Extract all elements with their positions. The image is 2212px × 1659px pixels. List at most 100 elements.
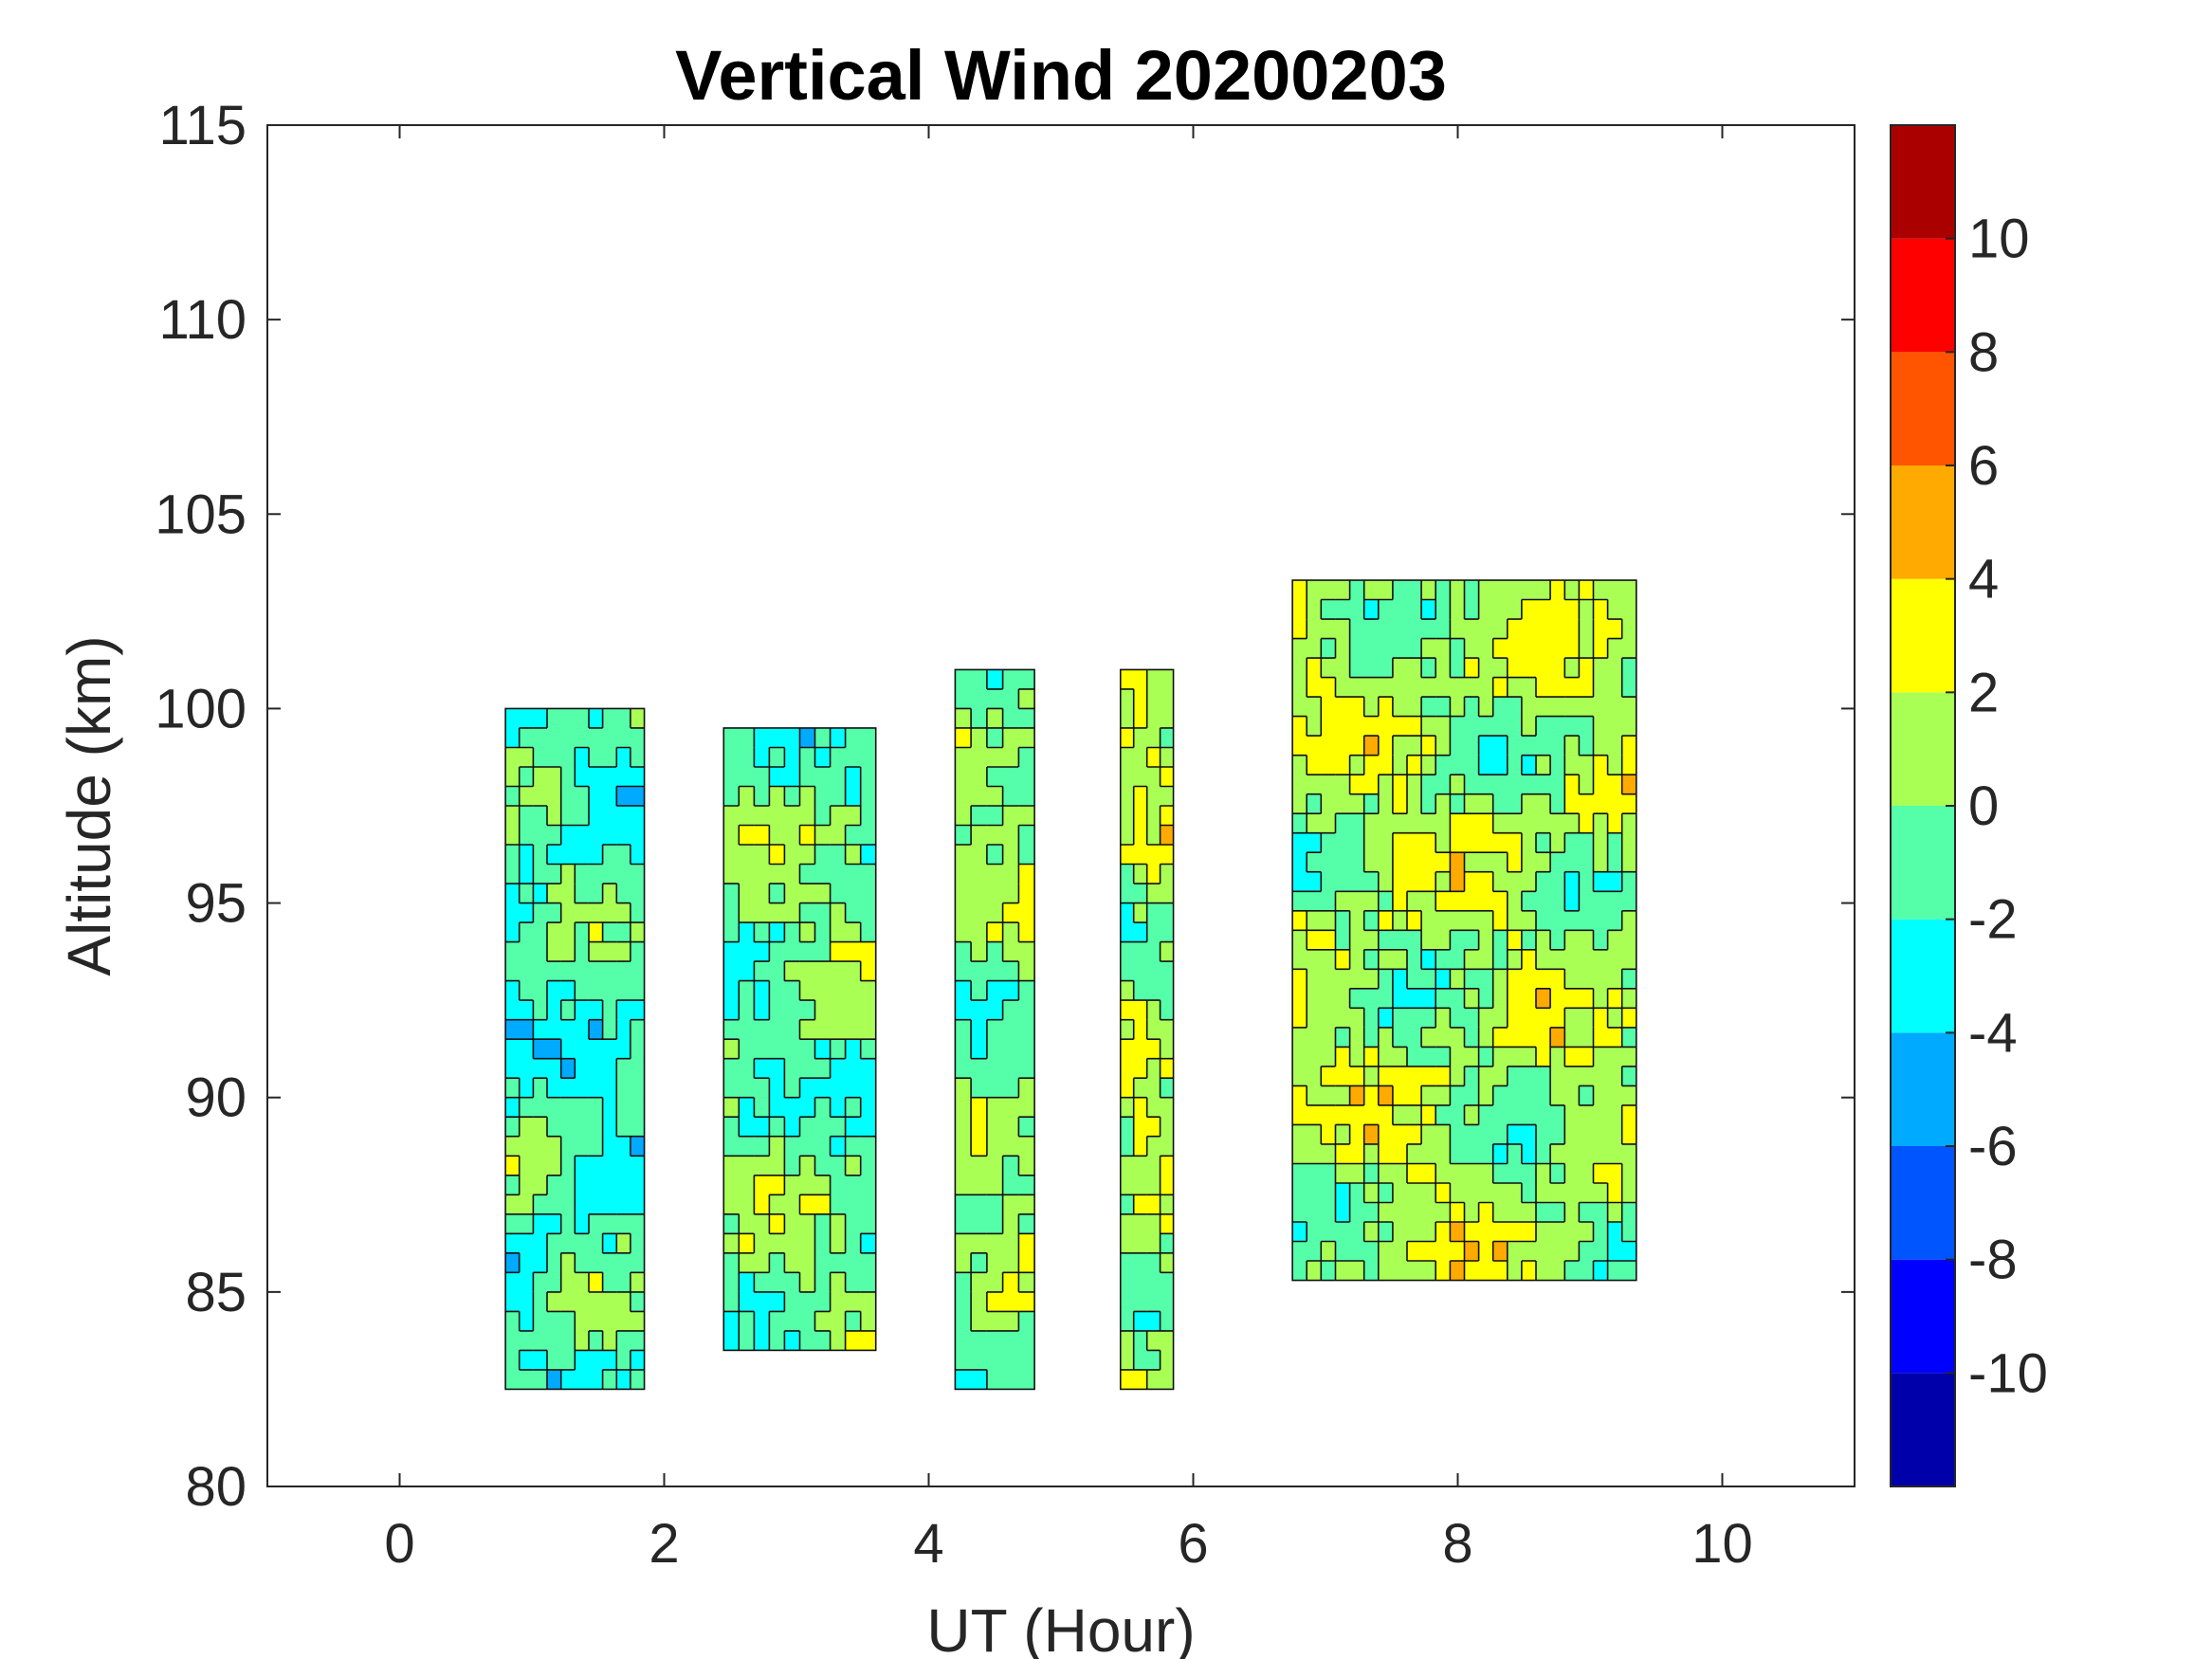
y-tick-label: 90 <box>185 1067 247 1129</box>
contour-cell <box>630 1369 646 1390</box>
contour-cell <box>723 922 740 943</box>
contour-cell <box>547 708 562 729</box>
contour-cell <box>986 1136 1004 1157</box>
contour-cell <box>1407 891 1422 912</box>
contour-cell <box>971 1117 988 1138</box>
contour-cell <box>1307 832 1322 853</box>
contour-cell <box>845 727 862 748</box>
contour-cell <box>955 1039 972 1060</box>
contour-cell <box>1607 1222 1623 1243</box>
contour-cell <box>589 806 604 827</box>
contour-cell <box>1593 1222 1609 1243</box>
contour-cell <box>784 1291 800 1312</box>
contour-cell <box>1392 755 1408 775</box>
contour-cell <box>1593 619 1609 640</box>
contour-cell <box>1133 727 1148 748</box>
contour-cell <box>1421 1124 1436 1145</box>
contour-cell <box>1478 755 1494 775</box>
contour-cell <box>1478 852 1494 873</box>
contour-cell <box>1521 677 1537 698</box>
contour-cell <box>1363 1104 1380 1125</box>
contour-cell <box>1492 852 1508 873</box>
contour-cell <box>845 1039 862 1060</box>
colorbar-swatch <box>1891 1032 1955 1146</box>
contour-cell <box>519 1291 534 1312</box>
contour-cell <box>505 1097 521 1118</box>
contour-cell <box>784 1019 800 1040</box>
contour-cell <box>589 825 604 846</box>
contour-cell <box>1292 1163 1307 1184</box>
contour-cell <box>533 1000 548 1021</box>
contour-cell <box>739 1039 755 1060</box>
contour-cell <box>1407 638 1422 659</box>
contour-cell <box>1321 697 1336 718</box>
contour-field <box>505 580 1637 1390</box>
contour-cell <box>1378 910 1394 931</box>
contour-cell <box>1450 988 1466 1009</box>
contour-cell <box>1435 599 1451 620</box>
contour-cell <box>505 1136 521 1157</box>
contour-cell <box>1363 1047 1380 1067</box>
contour-cell <box>1292 677 1307 698</box>
contour-cell <box>1335 755 1351 775</box>
contour-cell <box>630 902 646 923</box>
contour-cell <box>1621 638 1637 659</box>
contour-cell <box>769 980 785 1001</box>
contour-cell <box>1407 677 1422 698</box>
contour-cell <box>1292 988 1307 1009</box>
contour-cell <box>1160 1078 1175 1099</box>
contour-cell <box>575 1000 590 1021</box>
contour-cell <box>1579 775 1595 795</box>
contour-cell <box>845 1272 862 1293</box>
contour-cell <box>799 1058 816 1079</box>
contour-cell <box>575 1136 590 1157</box>
contour-cell <box>723 1136 740 1157</box>
contour-cell <box>860 864 877 884</box>
contour-cell <box>1435 1066 1451 1086</box>
contour-cell <box>1018 747 1035 768</box>
contour-cell <box>1392 1047 1408 1067</box>
contour-cell <box>1120 786 1135 807</box>
contour-cell <box>560 1233 576 1254</box>
contour-cell <box>845 767 862 788</box>
contour-cell <box>723 747 740 768</box>
contour-cell <box>1550 619 1565 640</box>
contour-cell <box>1018 708 1035 729</box>
contour-cell <box>1363 910 1380 931</box>
contour-cell <box>616 922 631 943</box>
contour-cell <box>1378 1202 1394 1223</box>
contour-cell <box>575 727 590 748</box>
contour-cell <box>1478 1124 1494 1145</box>
contour-cell <box>1521 1124 1537 1145</box>
contour-cell <box>1392 638 1408 659</box>
contour-cell <box>505 941 521 962</box>
contour-cell <box>1349 1066 1365 1086</box>
contour-cell <box>1146 727 1161 748</box>
contour-cell <box>1435 832 1451 853</box>
contour-cell <box>1349 599 1365 620</box>
contour-cell <box>1550 638 1565 659</box>
contour-cell <box>1133 1097 1148 1118</box>
contour-cell <box>1621 813 1637 834</box>
contour-cell <box>1335 1241 1351 1262</box>
contour-cell <box>575 845 590 866</box>
contour-cell <box>616 1272 631 1293</box>
contour-cell <box>1621 716 1637 737</box>
contour-cell <box>1133 1156 1148 1176</box>
contour-cell <box>589 786 604 807</box>
contour-cell <box>1321 1183 1336 1204</box>
contour-cell <box>1335 1143 1351 1164</box>
contour-cell <box>1464 793 1480 814</box>
contour-cell <box>1492 638 1508 659</box>
contour-cell <box>1292 793 1307 814</box>
contour-cell <box>955 727 972 748</box>
contour-cell <box>616 902 631 923</box>
contour-cell <box>860 1252 877 1273</box>
contour-cell <box>986 727 1004 748</box>
contour-cell <box>1018 845 1035 866</box>
contour-cell <box>1435 1047 1451 1067</box>
contour-cell <box>505 825 521 846</box>
contour-cell <box>1349 969 1365 990</box>
contour-cell <box>1349 755 1365 775</box>
contour-cell <box>1120 1272 1135 1293</box>
